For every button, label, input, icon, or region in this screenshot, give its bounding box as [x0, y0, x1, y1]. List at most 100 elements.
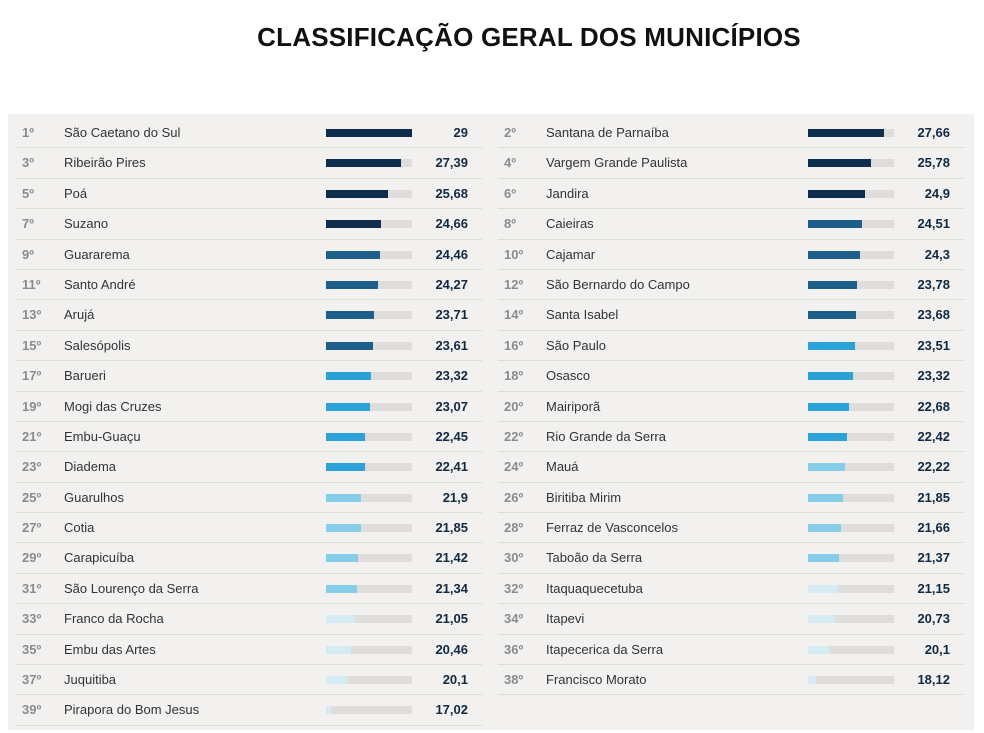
- data-label: 20,73: [917, 611, 950, 627]
- rank-label: 6º: [504, 185, 516, 201]
- municipality-name: Osasco: [546, 368, 591, 384]
- data-label: 24,66: [435, 216, 468, 232]
- municipality-name: Caieiras: [546, 216, 594, 232]
- bar: [326, 554, 358, 563]
- data-label: 29: [453, 125, 468, 140]
- rank-label: 1º: [22, 125, 34, 140]
- bar-track: [808, 615, 894, 624]
- table-row: 21º Embu-Guaçu 22,45: [16, 422, 482, 453]
- data-label: 23,51: [917, 337, 950, 353]
- rank-label: 32º: [504, 580, 524, 596]
- table-row: 27º Cotia 21,85: [16, 513, 482, 544]
- table-row: 6º Jandira 24,9: [498, 179, 964, 210]
- rank-label: 10º: [504, 246, 524, 262]
- data-label: 20,46: [435, 641, 468, 657]
- table-row: 14º Santa Isabel 23,68: [498, 300, 964, 331]
- municipality-name: São Caetano do Sul: [64, 125, 181, 140]
- bar: [808, 372, 854, 381]
- municipality-name: Mauá: [546, 459, 579, 475]
- table-row: 24º Mauá 22,22: [498, 452, 964, 483]
- bar-track: [808, 645, 894, 654]
- bar: [326, 584, 358, 593]
- table-row: 23º Diadema 22,41: [16, 452, 482, 483]
- rank-label: 39º: [22, 702, 42, 718]
- data-label: 24,51: [917, 216, 950, 232]
- bar-track: [326, 432, 412, 441]
- data-label: 20,1: [924, 641, 950, 657]
- municipality-name: Guararema: [64, 246, 130, 262]
- bar: [808, 129, 885, 137]
- table-row: 26º Biritiba Mirim 21,85: [498, 483, 964, 514]
- rank-label: 13º: [22, 307, 42, 323]
- table-row: 4º Vargem Grande Paulista 25,78: [498, 148, 964, 179]
- bar: [326, 676, 349, 685]
- municipality-name: Guarulhos: [64, 489, 124, 505]
- data-label: 24,27: [435, 276, 468, 292]
- data-label: 21,15: [917, 580, 950, 596]
- municipality-name: Rio Grande da Serra: [546, 428, 666, 444]
- data-label: 22,42: [917, 428, 950, 444]
- bar: [326, 402, 370, 411]
- bar: [326, 493, 362, 502]
- rank-label: 17º: [22, 368, 42, 384]
- municipality-name: Embu das Artes: [64, 641, 156, 657]
- bar: [808, 645, 831, 654]
- table-row: 5º Poá 25,68: [16, 179, 482, 210]
- bar-track: [808, 402, 894, 411]
- table-row: 38º Francisco Morato 18,12: [498, 665, 964, 696]
- municipality-name: Pirapora do Bom Jesus: [64, 702, 200, 718]
- table-row: 3º Ribeirão Pires 27,39: [16, 148, 482, 179]
- bar-track: [326, 280, 412, 289]
- rank-label: 5º: [22, 185, 34, 201]
- bar-track: [326, 554, 412, 563]
- bar-track: [326, 493, 412, 502]
- page-title: CLASSIFICAÇÃO GERAL DOS MUNICÍPIOS: [257, 22, 801, 52]
- bar-track: [326, 463, 412, 472]
- rank-label: 16º: [504, 337, 524, 353]
- data-label: 22,45: [435, 428, 468, 444]
- table-row: 9º Guararema 24,46: [16, 240, 482, 270]
- rank-label: 14º: [504, 307, 524, 323]
- table-row: 11º Santo André 24,27: [16, 270, 482, 301]
- municipality-name: Francisco Morato: [546, 672, 647, 688]
- bar: [808, 189, 865, 198]
- ranking-column-left: 1º São Caetano do Sul 29 3º Ribeirão Pires 27…: [16, 118, 482, 726]
- table-row: 34º Itapevi 20,73: [498, 604, 964, 635]
- bar-track: [808, 341, 894, 350]
- table-row: 36º Itapecerica da Serra 20,1: [498, 635, 964, 666]
- table-row: 33º Franco da Rocha 21,05: [16, 604, 482, 635]
- bar-track: [326, 615, 412, 624]
- municipality-name: Arujá: [64, 307, 95, 323]
- table-row: 35º Embu das Artes 20,46: [16, 635, 482, 666]
- bar: [808, 220, 862, 229]
- bar: [326, 432, 366, 441]
- municipality-name: Biritiba Mirim: [546, 489, 622, 505]
- table-row: 22º Rio Grande da Serra 22,42: [498, 422, 964, 453]
- rank-label: 26º: [504, 489, 524, 505]
- rank-label: 36º: [504, 641, 524, 657]
- bar: [326, 463, 365, 472]
- rank-label: 9º: [22, 246, 34, 262]
- municipality-name: São Lourenço da Serra: [64, 580, 199, 596]
- bar: [808, 463, 846, 472]
- municipality-name: Juquitiba: [64, 672, 117, 688]
- bar: [326, 615, 355, 624]
- bar: [326, 159, 401, 168]
- ranking-chart: 1º São Caetano do Sul 29 3º Ribeirão Pires 27…: [8, 114, 974, 730]
- table-row: 12º São Bernardo do Campo 23,78: [498, 270, 964, 301]
- municipality-name: Diadema: [64, 459, 117, 475]
- data-label: 23,78: [917, 276, 950, 292]
- rank-label: 35º: [22, 641, 42, 657]
- municipality-name: Suzano: [64, 216, 109, 232]
- data-label: 23,68: [917, 307, 950, 323]
- table-row: 1º São Caetano do Sul 29: [16, 118, 482, 149]
- table-row: 31º São Lourenço da Serra 21,34: [16, 574, 482, 605]
- municipality-name: Carapicuíba: [64, 550, 135, 566]
- table-row: 19º Mogi das Cruzes 23,07: [16, 392, 482, 422]
- bar-track: [326, 129, 412, 137]
- rank-label: 8º: [504, 216, 516, 232]
- bar-track: [808, 554, 894, 563]
- data-label: 23,61: [435, 337, 468, 353]
- municipality-name: Taboão da Serra: [546, 550, 643, 566]
- bar: [808, 584, 838, 593]
